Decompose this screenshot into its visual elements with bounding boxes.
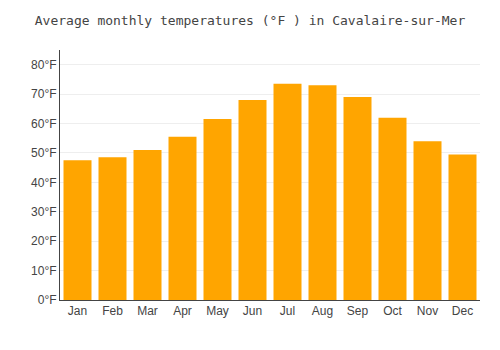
svg-text:50°F: 50°F	[31, 146, 56, 160]
svg-text:70°F: 70°F	[31, 87, 56, 101]
svg-text:60°F: 60°F	[31, 117, 56, 131]
svg-text:20°F: 20°F	[31, 234, 56, 248]
svg-text:Mar: Mar	[137, 304, 158, 318]
svg-text:Average monthly temperatures (: Average monthly temperatures (°F ) in Ca…	[35, 13, 466, 28]
svg-text:Oct: Oct	[383, 304, 402, 318]
svg-text:30°F: 30°F	[31, 205, 56, 219]
svg-text:0°F: 0°F	[38, 293, 57, 307]
svg-text:Feb: Feb	[102, 304, 123, 318]
svg-text:10°F: 10°F	[31, 264, 56, 278]
svg-text:Aug: Aug	[312, 304, 333, 318]
svg-text:80°F: 80°F	[31, 58, 56, 72]
svg-text:Nov: Nov	[417, 304, 438, 318]
svg-text:Jul: Jul	[280, 304, 295, 318]
svg-text:Jun: Jun	[243, 304, 262, 318]
svg-text:Dec: Dec	[452, 304, 473, 318]
svg-text:Apr: Apr	[173, 304, 192, 318]
svg-text:40°F: 40°F	[31, 176, 56, 190]
svg-text:Sep: Sep	[347, 304, 369, 318]
svg-text:May: May	[206, 304, 229, 318]
svg-text:Jan: Jan	[68, 304, 87, 318]
